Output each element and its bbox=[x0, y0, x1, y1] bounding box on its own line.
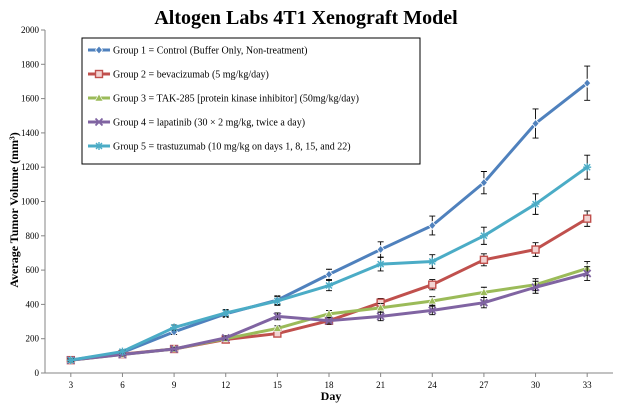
x-tick-label: 27 bbox=[479, 380, 489, 390]
y-ticks: 0 200 400 600 800 1000 1200 1400 1600 1800 2000 bbox=[21, 25, 45, 378]
legend-item-2: Group 2 = bevacizumab (5 mg/kg/day) bbox=[88, 70, 269, 81]
y-tick-label: 2000 bbox=[21, 25, 40, 35]
y-tick-label: 200 bbox=[26, 334, 40, 344]
legend-label: Group 3 = TAK-285 [protein kinase inhibi… bbox=[113, 94, 359, 105]
data-point bbox=[221, 308, 230, 317]
legend-box bbox=[81, 37, 421, 165]
y-axis-title: Average Tumor Volume (mm³) bbox=[7, 132, 21, 287]
x-tick-label: 33 bbox=[583, 380, 593, 390]
legend-item-1: Group 1 = Control (Buffer Only, Non-trea… bbox=[88, 45, 308, 57]
data-point bbox=[273, 296, 282, 305]
data-point bbox=[428, 257, 437, 266]
legend: Group 1 = Control (Buffer Only, Non-trea… bbox=[81, 37, 421, 165]
legend-item-4: Group 4 = lapatinib (30 × 2 mg/kg, twice… bbox=[88, 118, 305, 129]
x-tick-label: 6 bbox=[120, 380, 125, 390]
y-tick-label: 0 bbox=[35, 368, 40, 378]
y-tick-label: 1400 bbox=[21, 128, 40, 138]
data-point bbox=[169, 344, 179, 354]
y-tick-label: 800 bbox=[26, 231, 40, 241]
y-tick-label: 400 bbox=[26, 299, 40, 309]
series-line bbox=[70, 165, 589, 362]
x-ticks: 3 6 9 12 15 18 21 24 27 30 33 bbox=[69, 373, 593, 390]
legend-swatch-marker bbox=[94, 117, 104, 127]
data-point bbox=[531, 283, 540, 292]
data-point bbox=[273, 312, 282, 321]
data-point bbox=[118, 347, 127, 356]
data-point bbox=[583, 78, 592, 88]
data-point bbox=[376, 303, 386, 312]
series-layer bbox=[66, 65, 592, 365]
data-point bbox=[428, 280, 437, 289]
data-point bbox=[221, 333, 230, 342]
x-tick-label: 24 bbox=[428, 380, 438, 390]
data-point bbox=[531, 118, 540, 129]
chart-title: Altogen Labs 4T1 Xenograft Model bbox=[154, 7, 458, 29]
legend-label: Group 4 = lapatinib (30 × 2 mg/kg, twice… bbox=[113, 118, 305, 129]
x-tick-label: 21 bbox=[376, 380, 385, 390]
y-tick-label: 1000 bbox=[21, 197, 40, 207]
data-point bbox=[479, 255, 489, 265]
data-point bbox=[479, 178, 488, 188]
series-4 bbox=[66, 266, 592, 365]
data-point bbox=[427, 296, 437, 305]
x-tick-label: 9 bbox=[172, 380, 177, 390]
data-point bbox=[376, 260, 385, 269]
data-point bbox=[272, 323, 282, 332]
y-tick-label: 1800 bbox=[21, 59, 40, 69]
data-point bbox=[325, 281, 333, 290]
y-tick-label: 1600 bbox=[21, 94, 40, 104]
y-tick-label: 1200 bbox=[21, 162, 40, 172]
data-point bbox=[479, 287, 489, 296]
data-point bbox=[531, 200, 540, 209]
legend-swatch-marker bbox=[95, 142, 103, 150]
legend-label: Group 1 = Control (Buffer Only, Non-trea… bbox=[113, 46, 308, 57]
legend-swatch-marker bbox=[94, 45, 104, 55]
legend-item-5: Group 5 = trastuzumab (10 mg/kg on days … bbox=[88, 142, 351, 153]
data-point bbox=[324, 316, 334, 325]
legend-label: Group 5 = trastuzumab (10 mg/kg on days … bbox=[113, 142, 351, 153]
legend-item-3: Group 3 = TAK-285 [protein kinase inhibi… bbox=[88, 93, 359, 105]
x-tick-label: 15 bbox=[273, 380, 283, 390]
series-5 bbox=[66, 154, 592, 365]
data-point bbox=[376, 244, 385, 255]
data-point bbox=[479, 298, 489, 307]
x-axis-title: Day bbox=[321, 389, 342, 403]
legend-swatch-marker bbox=[94, 69, 104, 79]
x-tick-label: 18 bbox=[325, 380, 335, 390]
x-tick-label: 12 bbox=[221, 380, 230, 390]
data-point bbox=[66, 356, 75, 365]
x-tick-label: 3 bbox=[69, 380, 74, 390]
data-point bbox=[428, 306, 437, 315]
series-1 bbox=[66, 65, 592, 365]
data-point bbox=[479, 231, 488, 240]
legend-items: Group 1 = Control (Buffer Only, Non-trea… bbox=[88, 45, 359, 153]
data-point bbox=[428, 220, 437, 231]
data-point bbox=[376, 312, 385, 321]
plot-area: 0 200 400 600 800 1000 1200 1400 1600 1800 2000 3 6… bbox=[21, 25, 613, 390]
legend-swatch-marker bbox=[94, 93, 104, 102]
y-tick-label: 600 bbox=[26, 265, 40, 275]
data-point bbox=[531, 245, 540, 254]
data-point bbox=[583, 163, 592, 172]
data-point bbox=[582, 214, 592, 223]
x-tick-label: 30 bbox=[531, 380, 541, 390]
data-point bbox=[170, 323, 179, 332]
data-point bbox=[583, 269, 592, 278]
legend-label: Group 2 = bevacizumab (5 mg/kg/day) bbox=[113, 70, 269, 81]
data-point bbox=[324, 269, 334, 279]
